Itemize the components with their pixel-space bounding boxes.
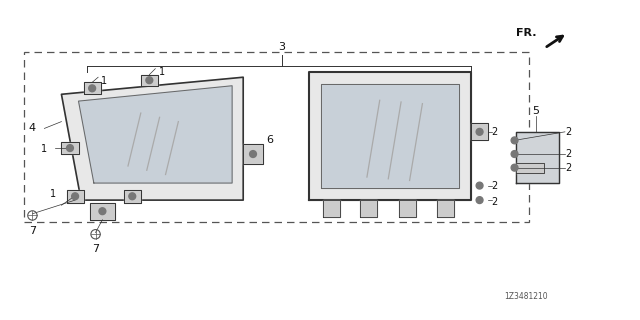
Text: 1: 1 — [101, 76, 107, 86]
Polygon shape — [90, 203, 115, 220]
Polygon shape — [323, 200, 340, 217]
Text: 2: 2 — [565, 163, 571, 173]
Text: 4: 4 — [29, 124, 36, 133]
Circle shape — [72, 193, 79, 200]
Text: 2: 2 — [565, 149, 571, 159]
Text: 7: 7 — [29, 226, 36, 236]
Text: 2: 2 — [492, 180, 498, 191]
Polygon shape — [67, 190, 84, 203]
Polygon shape — [61, 142, 79, 154]
Circle shape — [146, 77, 153, 84]
Circle shape — [476, 197, 483, 204]
Polygon shape — [321, 84, 459, 188]
Polygon shape — [61, 77, 243, 200]
Text: 1: 1 — [42, 144, 47, 154]
Circle shape — [476, 128, 483, 135]
Circle shape — [476, 182, 483, 189]
Text: 3: 3 — [278, 42, 285, 52]
Polygon shape — [516, 163, 545, 173]
Circle shape — [250, 151, 257, 157]
Circle shape — [511, 137, 518, 144]
Text: 1Z3481210: 1Z3481210 — [504, 292, 548, 301]
Polygon shape — [516, 132, 559, 183]
Polygon shape — [399, 200, 417, 217]
Text: 5: 5 — [532, 106, 540, 116]
Text: 2: 2 — [492, 127, 498, 137]
Polygon shape — [471, 123, 488, 140]
Circle shape — [511, 151, 518, 157]
Circle shape — [89, 85, 95, 92]
Text: 1: 1 — [50, 189, 56, 199]
Polygon shape — [309, 72, 471, 200]
Text: 2: 2 — [492, 197, 498, 207]
Text: 2: 2 — [565, 127, 571, 137]
Polygon shape — [79, 86, 232, 183]
Polygon shape — [243, 144, 263, 164]
Text: 7: 7 — [92, 244, 99, 254]
Polygon shape — [141, 75, 158, 86]
Polygon shape — [84, 82, 100, 94]
Polygon shape — [124, 190, 141, 203]
Circle shape — [129, 193, 136, 200]
Circle shape — [99, 208, 106, 215]
Polygon shape — [360, 200, 377, 217]
Circle shape — [511, 164, 518, 171]
Text: FR.: FR. — [516, 28, 537, 38]
Text: 1: 1 — [159, 67, 165, 77]
Polygon shape — [437, 200, 454, 217]
Bar — [24, 52, 529, 222]
Text: 6: 6 — [266, 135, 273, 145]
Circle shape — [67, 145, 74, 151]
